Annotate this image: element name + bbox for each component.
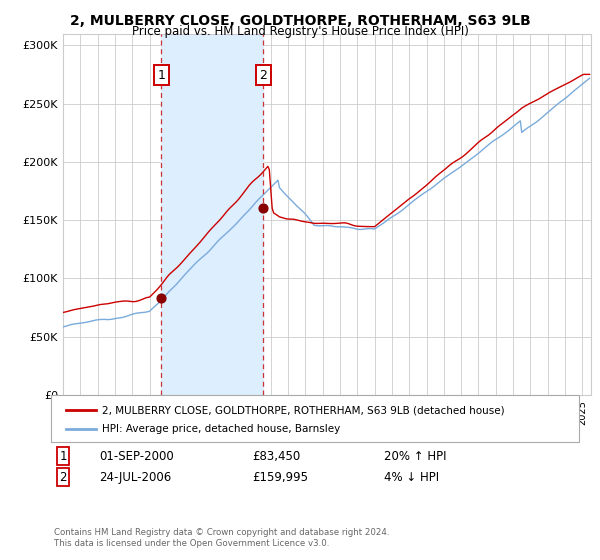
Point [157, 293, 166, 302]
Text: Contains HM Land Registry data © Crown copyright and database right 2024.
This d: Contains HM Land Registry data © Crown c… [54, 528, 389, 548]
Text: 4% ↓ HPI: 4% ↓ HPI [384, 470, 439, 484]
Text: Price paid vs. HM Land Registry's House Price Index (HPI): Price paid vs. HM Land Registry's House … [131, 25, 469, 38]
Text: £83,450: £83,450 [252, 450, 300, 463]
Text: 1: 1 [157, 69, 165, 82]
Text: 2, MULBERRY CLOSE, GOLDTHORPE, ROTHERHAM, S63 9LB: 2, MULBERRY CLOSE, GOLDTHORPE, ROTHERHAM… [70, 14, 530, 28]
Text: £159,995: £159,995 [252, 470, 308, 484]
Text: 2: 2 [59, 470, 67, 484]
Text: 24-JUL-2006: 24-JUL-2006 [99, 470, 171, 484]
Text: 01-SEP-2000: 01-SEP-2000 [99, 450, 174, 463]
Bar [161, 34, 263, 395]
Text: 2: 2 [259, 69, 267, 82]
Text: 1: 1 [59, 450, 67, 463]
Text: 20% ↑ HPI: 20% ↑ HPI [384, 450, 446, 463]
Text: HPI: Average price, detached house, Barnsley: HPI: Average price, detached house, Barn… [102, 424, 340, 434]
Text: 2, MULBERRY CLOSE, GOLDTHORPE, ROTHERHAM, S63 9LB (detached house): 2, MULBERRY CLOSE, GOLDTHORPE, ROTHERHAM… [102, 405, 505, 415]
Point [259, 204, 268, 213]
